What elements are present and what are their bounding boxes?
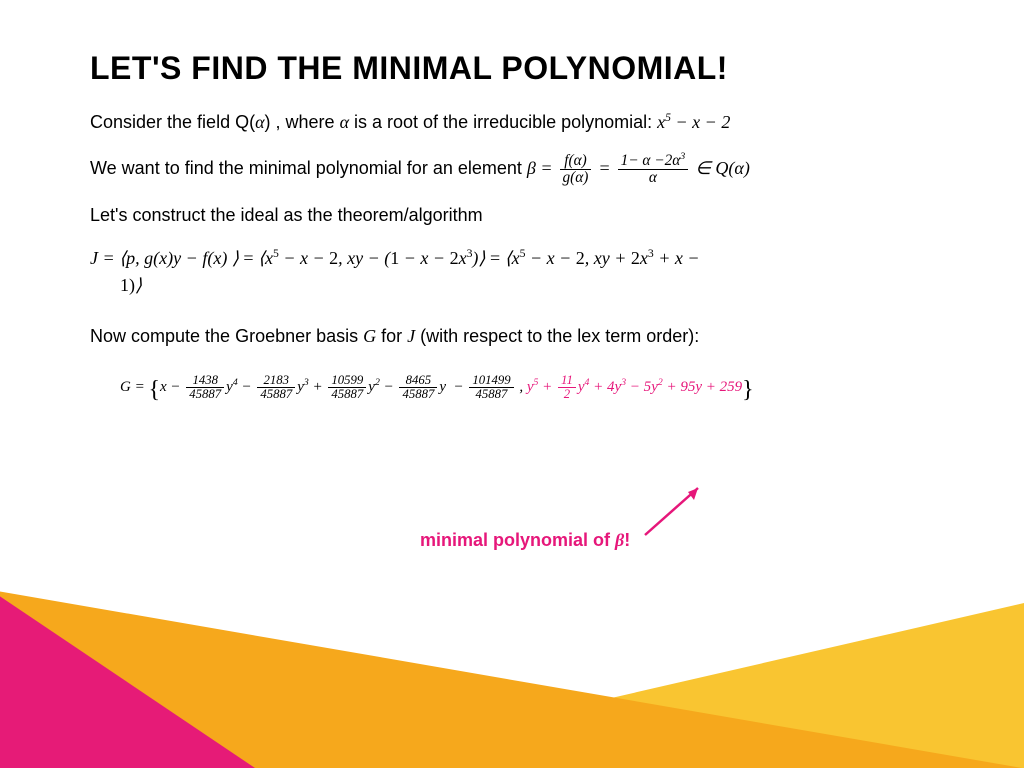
paragraph-2: We want to find the minimal polynomial f… bbox=[90, 152, 934, 186]
den: 45887 bbox=[257, 388, 295, 401]
text: (with respect to the lex term order): bbox=[415, 326, 699, 346]
ideal-definition: J = ⟨p, g(x)y − f(x) ⟩ = ⟨x5 − x − 2, xy… bbox=[90, 245, 934, 299]
footer-decoration bbox=[0, 588, 1024, 768]
den: 45887 bbox=[469, 388, 513, 401]
den: 45887 bbox=[186, 388, 224, 401]
alpha: α bbox=[340, 112, 349, 132]
irreducible-poly: x5 − x − 2 bbox=[657, 112, 730, 132]
excl: ! bbox=[624, 530, 630, 550]
equals: = bbox=[598, 158, 610, 178]
den: 45887 bbox=[328, 388, 366, 401]
num: 1438 bbox=[186, 374, 224, 388]
num: 8465 bbox=[399, 374, 437, 388]
den: 2 bbox=[558, 388, 576, 401]
groebner-basis: G = {x − 143845887y4 − 218345887y3 + 105… bbox=[120, 366, 934, 414]
minimal-polynomial-term: y5 + 112y4 + 4y3 − 5y2 + 95y + 259 bbox=[527, 379, 742, 395]
paragraph-3: Let's construct the ideal as the theorem… bbox=[90, 202, 934, 229]
beta: β bbox=[615, 530, 624, 550]
annotation-label: minimal polynomial of β! bbox=[420, 530, 630, 551]
G: G bbox=[363, 326, 376, 346]
text: Consider the field Q( bbox=[90, 112, 255, 132]
num: 10599 bbox=[328, 374, 366, 388]
slide-title: LET'S FIND THE MINIMAL POLYNOMIAL! bbox=[90, 50, 934, 87]
numerator: f(α) bbox=[560, 153, 592, 170]
num: 2183 bbox=[257, 374, 295, 388]
alpha: α bbox=[255, 112, 264, 132]
num: 101499 bbox=[469, 374, 513, 388]
arrow-icon bbox=[640, 480, 710, 540]
den: 45887 bbox=[399, 388, 437, 401]
J: J bbox=[407, 326, 415, 346]
text: is a root of the irreducible polynomial: bbox=[349, 112, 657, 132]
denominator: g(α) bbox=[560, 170, 592, 186]
comma: , bbox=[519, 379, 527, 395]
paragraph-1: Consider the field Q(α) , where α is a r… bbox=[90, 109, 934, 136]
text: Now compute the Groebner basis bbox=[90, 326, 363, 346]
denominator: α bbox=[618, 170, 689, 186]
paragraph-groebner-intro: Now compute the Groebner basis G for J (… bbox=[90, 323, 934, 350]
element-of: ∈ Q(α) bbox=[695, 158, 750, 178]
beta-equals: β = bbox=[527, 158, 553, 178]
numerator: 1− α −2α3 bbox=[618, 152, 689, 170]
fraction-explicit: 1− α −2α3 α bbox=[618, 152, 689, 186]
fraction-fg: f(α) g(α) bbox=[560, 153, 592, 186]
text: minimal polynomial of bbox=[420, 530, 615, 550]
text: We want to find the minimal polynomial f… bbox=[90, 158, 527, 178]
num: 11 bbox=[558, 374, 576, 388]
text: ) , where bbox=[265, 112, 340, 132]
pink-triangle bbox=[0, 593, 255, 768]
text: for bbox=[376, 326, 407, 346]
